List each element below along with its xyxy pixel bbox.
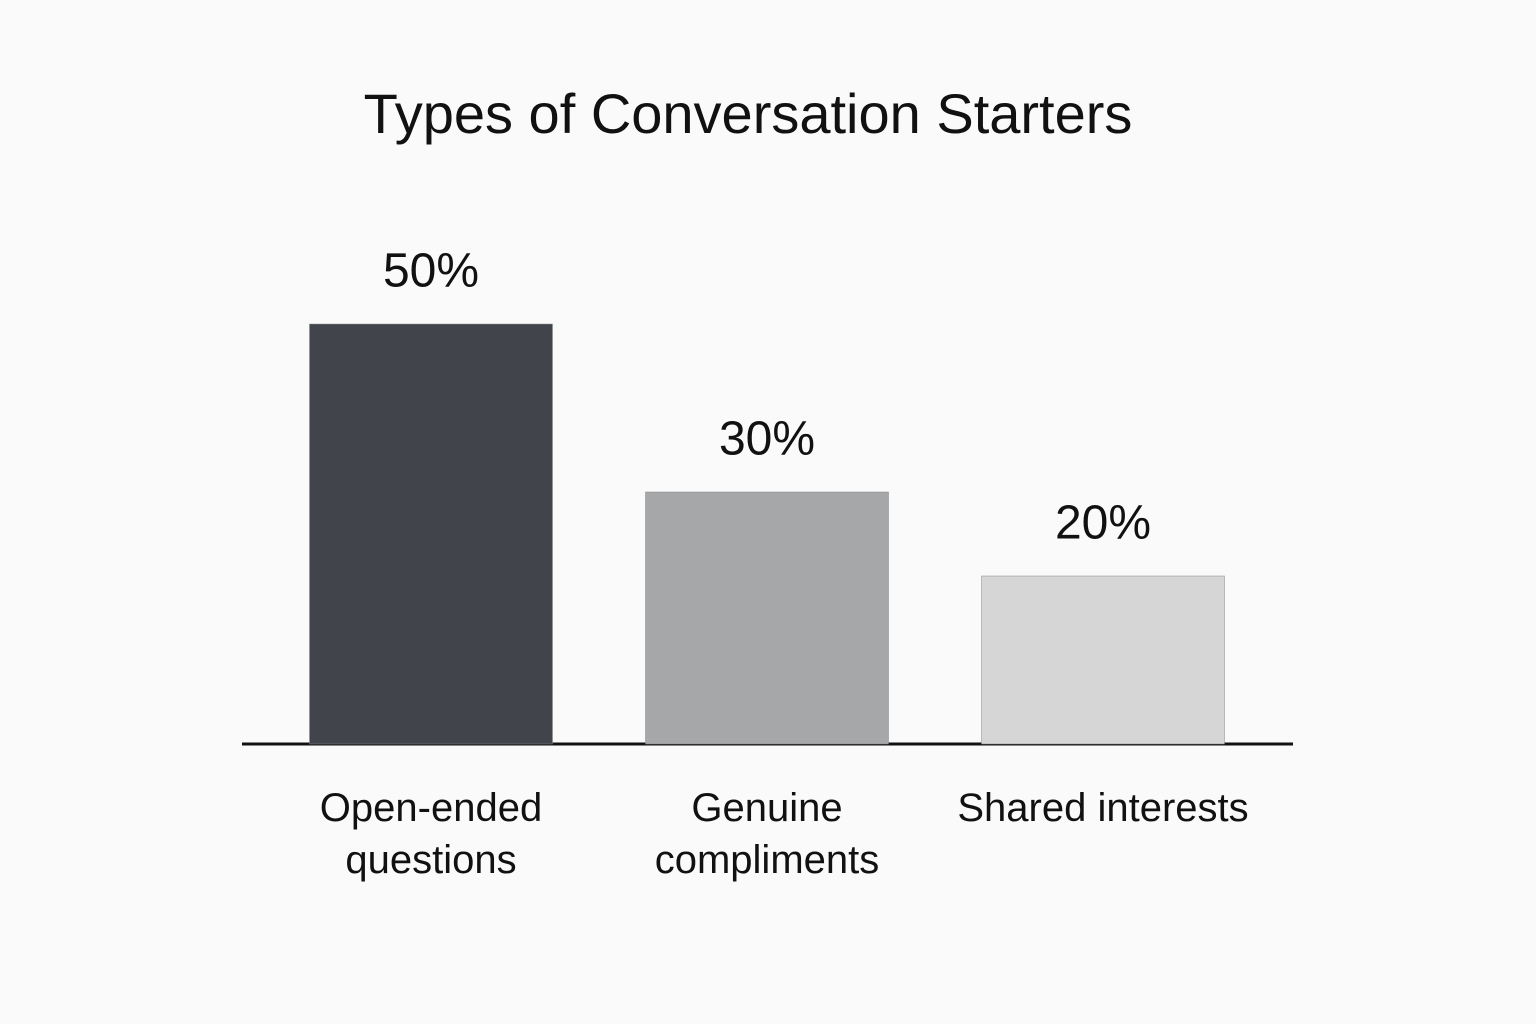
bar bbox=[309, 323, 553, 745]
value-label: 30% bbox=[719, 413, 815, 466]
bar bbox=[645, 491, 889, 745]
x-tick-label: Shared interests bbox=[957, 786, 1249, 830]
x-tick-label: Open-ended questions bbox=[319, 786, 543, 882]
bar bbox=[981, 575, 1225, 745]
value-label: 20% bbox=[1055, 497, 1151, 550]
value-label: 50% bbox=[383, 245, 479, 298]
chart-title: Types of Conversation Starters bbox=[364, 82, 1133, 145]
x-tick-label: Genuine compliments bbox=[654, 786, 880, 882]
